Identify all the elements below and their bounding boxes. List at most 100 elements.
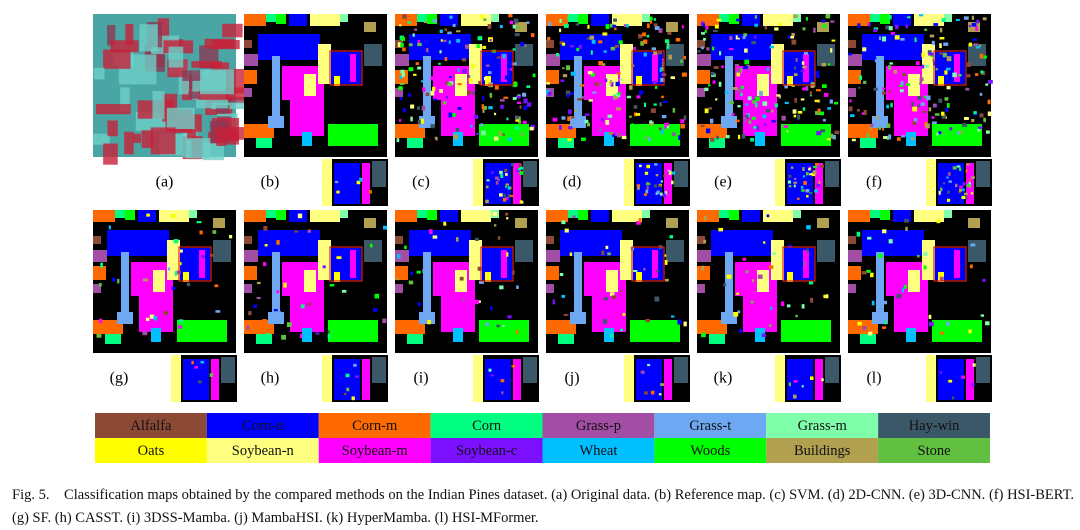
noise-pixel [618, 40, 623, 45]
class-region [440, 210, 458, 222]
class-region [340, 14, 348, 22]
class-region [862, 230, 924, 256]
class-region [848, 70, 861, 84]
noise-pixel [569, 45, 574, 48]
noise-pixel [487, 24, 492, 29]
inset-noise [968, 185, 972, 188]
inset-noise [346, 387, 350, 392]
inset-noise [947, 172, 951, 176]
noise-pixel [975, 26, 978, 32]
noise-pixel [383, 225, 387, 230]
noise-pixel [633, 112, 637, 117]
noise-pixel [975, 45, 981, 49]
noise-pixel [654, 296, 660, 302]
noise-pixel [714, 24, 719, 29]
noise-pixel [577, 98, 583, 101]
inset-noise [962, 182, 966, 186]
class-region [334, 272, 340, 282]
noise-pixel [742, 35, 746, 40]
inset-noise [938, 190, 941, 195]
class-region [697, 266, 710, 280]
image-patch [120, 87, 130, 112]
class-region [612, 14, 642, 26]
class-region [427, 14, 437, 24]
noise-pixel [708, 107, 713, 110]
figure: (a) (b) (c) (d) (e) (f) (g) (h) (i) (j) (k) (l) Alfa… [93, 14, 993, 463]
class-region [395, 284, 403, 293]
inset-noise [955, 184, 958, 187]
inset-noise [821, 378, 824, 382]
class-region [433, 66, 475, 100]
noise-pixel [903, 284, 907, 289]
noise-pixel [939, 37, 945, 40]
inset-noise [505, 183, 509, 186]
noise-pixel [667, 31, 672, 35]
noise-pixel [883, 136, 888, 139]
noise-pixel [508, 137, 512, 142]
image-patch [141, 130, 154, 148]
legend-swatch [654, 413, 767, 438]
noise-pixel [504, 75, 510, 80]
inset-region [664, 359, 672, 400]
noise-pixel [920, 102, 925, 106]
noise-pixel [933, 61, 937, 66]
noise-pixel [615, 92, 621, 98]
noise-pixel [980, 70, 984, 74]
class-region [318, 44, 331, 84]
image-patch [216, 138, 227, 146]
noise-pixel [473, 114, 479, 119]
legend-label: Stone [918, 443, 951, 459]
inset-noise [802, 167, 805, 171]
noise-pixel [177, 325, 183, 329]
noise-pixel [607, 114, 613, 118]
image-patch [216, 104, 230, 114]
class-region [395, 236, 403, 244]
panel-label: (g) [110, 370, 129, 387]
inset-region [473, 355, 483, 402]
noise-pixel [586, 37, 591, 40]
class-region [93, 284, 101, 293]
noise-pixel [558, 125, 562, 130]
noise-pixel [519, 105, 522, 109]
noise-pixel [417, 40, 420, 44]
class-region [461, 14, 491, 26]
noise-pixel [919, 77, 924, 82]
inset-noise [951, 174, 954, 178]
noise-pixel [520, 132, 525, 137]
noise-pixel [888, 65, 891, 70]
legend-label: Buildings [794, 443, 851, 459]
class-region [697, 284, 705, 293]
noise-pixel [199, 230, 203, 235]
noise-pixel [941, 113, 946, 119]
noise-pixel [572, 215, 576, 219]
noise-pixel [516, 285, 519, 289]
inset-noise [351, 396, 355, 401]
inset-noise [637, 186, 640, 190]
noise-pixel [966, 62, 971, 67]
noise-pixel [933, 23, 939, 26]
panel [244, 14, 387, 157]
class-region [395, 124, 425, 138]
noise-pixel [666, 41, 670, 47]
inset-noise [359, 177, 363, 182]
noise-pixel [899, 85, 904, 88]
noise-pixel [444, 57, 448, 61]
noise-pixel [794, 98, 797, 103]
noise-pixel [642, 70, 648, 75]
noise-pixel [928, 314, 932, 319]
class-region [302, 132, 312, 146]
noise-pixel [834, 130, 840, 135]
inset-noise [495, 181, 499, 185]
inset-noise [803, 181, 807, 185]
class-region [666, 218, 678, 228]
noise-pixel [701, 46, 704, 50]
noise-pixel [661, 95, 664, 99]
noise-pixel [651, 47, 657, 51]
caption: Fig. 5. Classification maps obtained by … [12, 484, 1074, 530]
noise-pixel [447, 82, 452, 87]
noise-pixel [979, 92, 983, 96]
noise-pixel [457, 68, 460, 72]
inset-noise [809, 173, 814, 176]
inset-region [787, 359, 813, 400]
inset-region [966, 359, 974, 400]
